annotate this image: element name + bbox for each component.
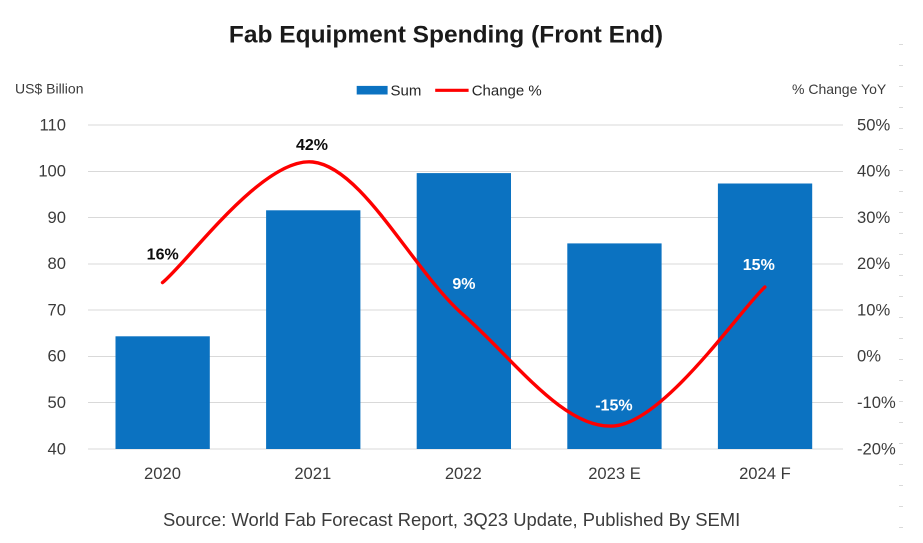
svg-text:-15%: -15% xyxy=(595,397,632,414)
svg-text:20%: 20% xyxy=(857,254,890,273)
svg-text:50: 50 xyxy=(48,393,66,412)
svg-text:60: 60 xyxy=(48,347,66,366)
svg-text:2021: 2021 xyxy=(294,464,331,483)
svg-text:2022: 2022 xyxy=(445,464,482,483)
svg-text:% Change YoY: % Change YoY xyxy=(792,81,887,97)
svg-text:Sum: Sum xyxy=(391,82,422,99)
svg-text:2023 E: 2023 E xyxy=(588,464,641,483)
svg-text:50%: 50% xyxy=(857,115,890,134)
svg-text:110: 110 xyxy=(40,115,66,134)
svg-text:15%: 15% xyxy=(743,257,775,274)
svg-text:40: 40 xyxy=(48,439,66,458)
svg-text:42%: 42% xyxy=(296,137,328,154)
svg-text:2024 F: 2024 F xyxy=(739,464,791,483)
svg-text:2020: 2020 xyxy=(144,464,181,483)
svg-text:70: 70 xyxy=(48,300,66,319)
svg-text:9%: 9% xyxy=(452,276,475,293)
svg-text:Source: World Fab Forecast Rep: Source: World Fab Forecast Report, 3Q23 … xyxy=(163,509,740,530)
svg-text:10%: 10% xyxy=(857,300,890,319)
svg-text:100: 100 xyxy=(38,162,66,181)
svg-text:40%: 40% xyxy=(857,162,890,181)
svg-text:-10%: -10% xyxy=(857,393,896,412)
svg-text:0%: 0% xyxy=(857,347,881,366)
svg-text:90: 90 xyxy=(48,208,66,227)
svg-text:30%: 30% xyxy=(857,208,890,227)
svg-text:US$ Billion: US$ Billion xyxy=(15,81,83,97)
svg-text:-20%: -20% xyxy=(857,439,896,458)
svg-text:Fab Equipment Spending (Front: Fab Equipment Spending (Front End) xyxy=(229,22,663,49)
svg-text:80: 80 xyxy=(48,254,66,273)
svg-text:16%: 16% xyxy=(147,247,179,264)
svg-text:Change %: Change % xyxy=(472,82,542,99)
